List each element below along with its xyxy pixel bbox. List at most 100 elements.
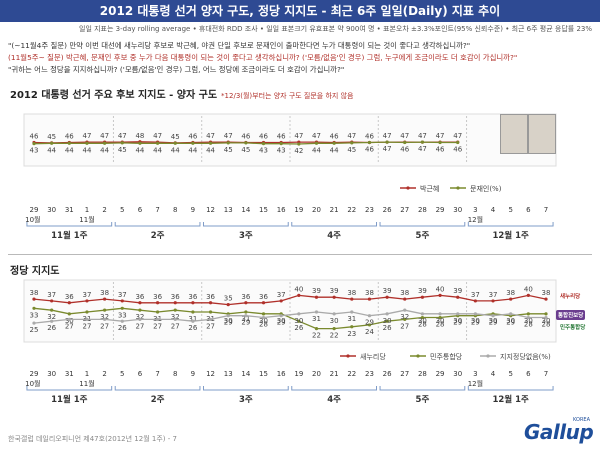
data-point [120, 299, 124, 303]
data-point [332, 312, 336, 316]
week-label-5: 5주 [416, 395, 430, 405]
data-label: 29 [365, 319, 374, 327]
saenuri-party-logo: 새누리당 [560, 294, 581, 300]
gallup-logo-korea: KOREA [573, 417, 590, 423]
week-bracket-6 [467, 222, 554, 227]
x-tick-label: 29 [30, 370, 39, 378]
data-label: 36 [153, 293, 162, 301]
x-tick-label: 8 [173, 370, 177, 378]
candidate-photo-park [500, 114, 528, 154]
data-label: 47 [383, 132, 392, 140]
x-tick-label: 4 [491, 206, 496, 214]
data-label: 27 [206, 322, 215, 330]
data-point [103, 317, 107, 321]
week-label-1: 11월 1주 [51, 230, 88, 241]
week-bracket-2 [114, 222, 201, 227]
x-tick-label: 31 [65, 206, 74, 214]
data-label: 47 [453, 132, 462, 140]
data-label: 39 [330, 287, 339, 295]
data-label: 39 [312, 287, 321, 295]
data-label: 22 [330, 332, 339, 340]
legend-label-2: 문재인(%) [470, 184, 502, 193]
x-tick-label: 3 [473, 370, 477, 378]
data-label: 47 [294, 132, 303, 140]
x-tick-label: 29 [30, 206, 39, 214]
gallup-logo: Gallup [524, 420, 594, 444]
data-label: 47 [100, 132, 109, 140]
data-point [544, 312, 548, 316]
x-tick-label: 7 [155, 206, 159, 214]
candidate-chart-note: *12/3(월)부터는 양자 구도 질문을 하지 않음 [221, 92, 354, 100]
tonghap-party-logo: 통합진보당 [556, 310, 586, 320]
data-label: 23 [347, 330, 356, 338]
data-point [509, 312, 513, 316]
data-point [85, 141, 89, 145]
data-point [67, 312, 71, 316]
x-tick-label: 1 [85, 370, 89, 378]
data-point [544, 315, 548, 320]
data-point [456, 295, 460, 299]
month-label: 12월 [468, 215, 483, 224]
data-point [385, 312, 389, 316]
data-point [244, 310, 248, 314]
data-point [85, 317, 89, 321]
x-tick-label: 2 [102, 206, 106, 214]
data-label: 30 [294, 317, 303, 325]
week-bracket-4 [291, 386, 378, 391]
week-label-3: 3주 [239, 395, 253, 405]
x-tick-label: 7 [155, 370, 159, 378]
data-point [420, 312, 425, 316]
data-point [85, 299, 89, 303]
data-label: 27 [400, 322, 409, 330]
data-point [155, 310, 160, 314]
data-label: 46 [453, 146, 462, 154]
data-point [403, 317, 407, 321]
data-label: 47 [436, 132, 445, 140]
week-bracket-5 [379, 222, 466, 227]
data-point [50, 308, 54, 312]
data-point [208, 301, 213, 305]
x-tick-label: 16 [277, 370, 286, 378]
data-label: 42 [294, 147, 303, 155]
section-divider [8, 254, 592, 255]
week-bracket-1 [26, 222, 113, 227]
data-label: 47 [206, 132, 215, 140]
x-tick-label: 4 [491, 370, 496, 378]
month-label: 10월 [25, 379, 40, 388]
candidate-chart-title: 2012 대통령 선거 주요 후보 지지도 - 양자 구도 *12/3(월)부터는… [10, 86, 353, 101]
data-point [155, 301, 160, 305]
data-label: 37 [277, 291, 286, 299]
data-point [191, 301, 195, 305]
x-tick-label: 1 [85, 206, 89, 214]
week-bracket-3 [202, 222, 289, 227]
data-label: 29 [453, 319, 462, 327]
data-label: 30 [383, 317, 392, 325]
data-point [385, 295, 389, 299]
data-point [350, 325, 354, 329]
data-point [67, 301, 71, 305]
month-label: 11월 [79, 215, 94, 224]
data-point [32, 321, 36, 325]
legend-label-3: 지지정당없음(%) [500, 352, 551, 361]
data-point [85, 310, 89, 314]
data-point [314, 310, 319, 314]
question-3: "귀하는 어느 정당을 지지하십니까? ('모름/없음'인 경우) 그럼, 어느… [8, 65, 345, 74]
data-label: 38 [400, 289, 409, 297]
x-tick-label: 20 [312, 370, 321, 378]
data-label: 37 [471, 291, 480, 299]
week-label-6: 12월 1주 [493, 230, 530, 241]
data-point [438, 315, 442, 320]
data-label: 43 [30, 147, 39, 155]
week-bracket-4 [291, 222, 378, 227]
data-label: 27 [171, 322, 180, 330]
data-label: 44 [65, 146, 74, 154]
week-bracket-3 [202, 386, 289, 391]
data-label: 44 [135, 146, 144, 154]
data-label: 26 [47, 324, 56, 332]
data-label: 48 [135, 132, 144, 140]
x-tick-label: 9 [191, 370, 195, 378]
data-point [120, 306, 124, 310]
data-label: 36 [206, 293, 215, 301]
data-point [420, 315, 425, 320]
